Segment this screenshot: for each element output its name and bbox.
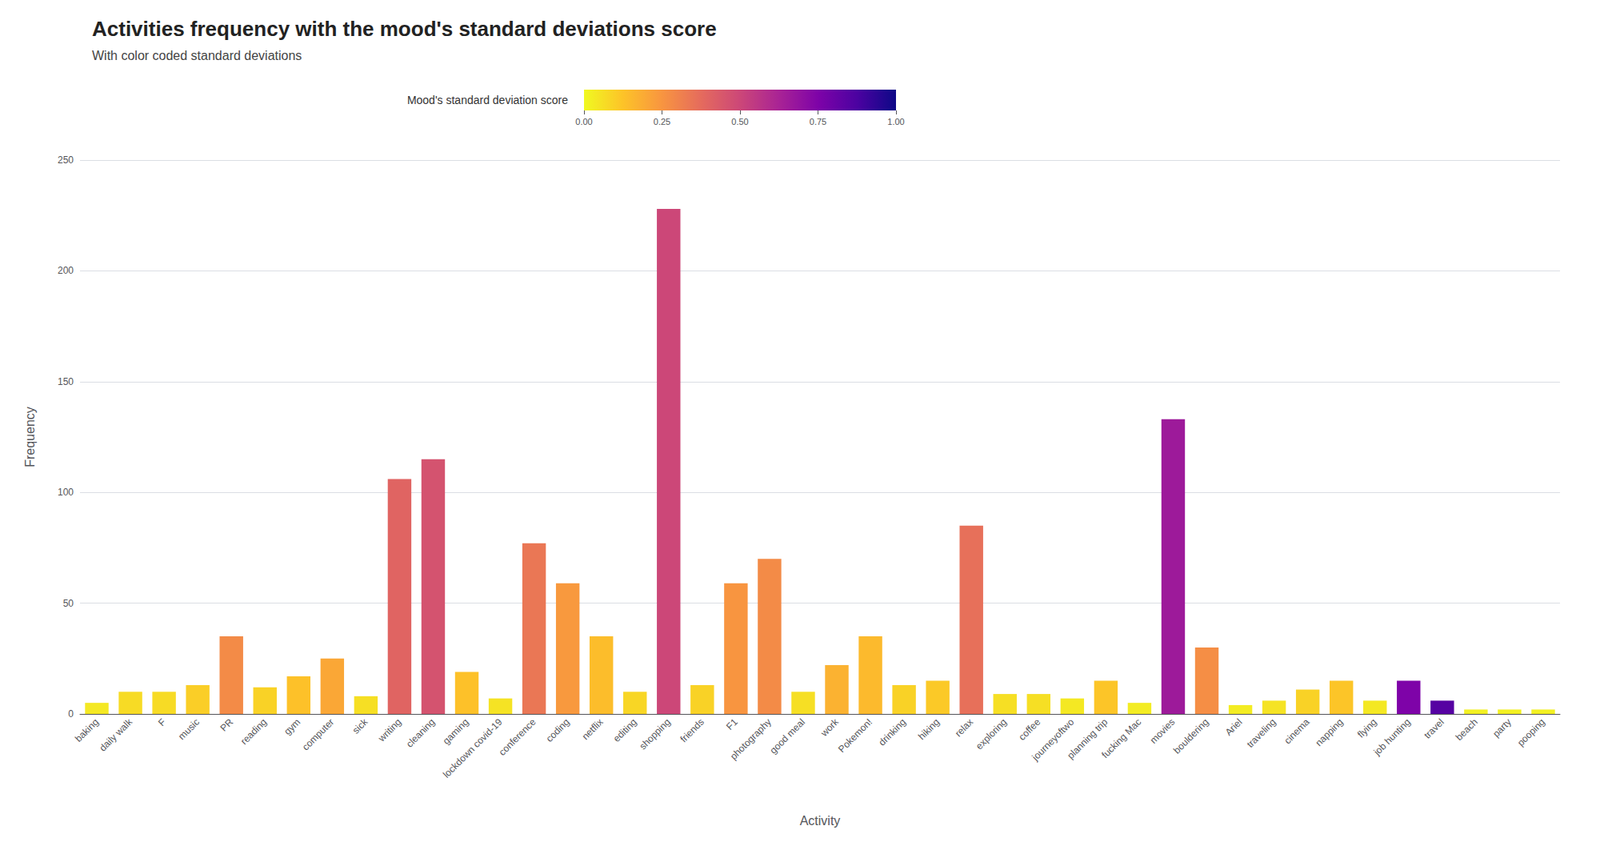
- svg-text:planning trip: planning trip: [1065, 716, 1110, 761]
- svg-text:party: party: [1490, 716, 1514, 740]
- svg-text:friends: friends: [677, 716, 706, 744]
- svg-text:150: 150: [57, 376, 74, 388]
- svg-text:flying: flying: [1355, 716, 1380, 740]
- svg-text:Mood's standard deviation scor: Mood's standard deviation score: [407, 93, 568, 107]
- svg-text:Pokemon!: Pokemon!: [836, 716, 875, 755]
- svg-text:0.25: 0.25: [653, 116, 671, 127]
- svg-text:daily walk: daily walk: [96, 715, 135, 753]
- svg-text:pooping: pooping: [1515, 716, 1548, 748]
- svg-text:bouldering: bouldering: [1171, 716, 1211, 756]
- svg-text:0.75: 0.75: [809, 116, 827, 127]
- svg-text:reading: reading: [238, 716, 269, 747]
- svg-text:editing: editing: [611, 716, 640, 744]
- svg-text:netflix: netflix: [580, 716, 606, 742]
- svg-text:hiking: hiking: [916, 716, 942, 742]
- svg-text:With color coded standard devi: With color coded standard deviations: [92, 48, 302, 63]
- svg-text:journeyoftwo: journeyoftwo: [1029, 716, 1077, 763]
- svg-text:PR: PR: [217, 716, 236, 734]
- svg-text:100: 100: [57, 486, 74, 498]
- svg-text:sick: sick: [350, 715, 371, 736]
- svg-text:0.00: 0.00: [575, 116, 592, 127]
- svg-text:writing: writing: [375, 716, 404, 744]
- svg-text:good meal: good meal: [767, 716, 807, 756]
- svg-text:music: music: [176, 716, 202, 742]
- svg-text:relax: relax: [952, 716, 976, 739]
- svg-text:gaming: gaming: [440, 716, 472, 747]
- svg-text:Activities frequency with the: Activities frequency with the mood's sta…: [92, 16, 717, 41]
- svg-text:exploring: exploring: [973, 716, 1009, 752]
- svg-text:traveling: traveling: [1244, 716, 1279, 750]
- svg-text:0.50: 0.50: [731, 116, 748, 127]
- svg-text:drinking: drinking: [876, 716, 908, 748]
- svg-text:coding: coding: [544, 716, 572, 744]
- svg-text:200: 200: [57, 264, 74, 276]
- svg-text:50: 50: [63, 597, 75, 609]
- svg-text:Ariel: Ariel: [1223, 716, 1245, 738]
- svg-text:work: work: [817, 715, 841, 739]
- svg-text:shopping: shopping: [636, 716, 672, 752]
- svg-text:lockdown covid-19: lockdown covid-19: [440, 716, 505, 780]
- svg-text:movies: movies: [1148, 716, 1178, 746]
- svg-text:baking: baking: [72, 716, 101, 744]
- svg-text:coffee: coffee: [1016, 716, 1043, 743]
- svg-text:job hunting: job hunting: [1371, 716, 1413, 758]
- svg-text:photography: photography: [728, 716, 774, 762]
- svg-text:cinema: cinema: [1281, 716, 1312, 746]
- svg-text:fucking Mac: fucking Mac: [1099, 716, 1144, 760]
- svg-text:beach: beach: [1453, 716, 1480, 743]
- svg-text:1.00: 1.00: [887, 116, 904, 127]
- svg-text:napping: napping: [1313, 716, 1346, 748]
- svg-text:Activity: Activity: [800, 813, 841, 828]
- svg-text:0: 0: [68, 708, 74, 720]
- svg-text:F1: F1: [724, 716, 740, 732]
- svg-text:travel: travel: [1421, 716, 1447, 741]
- svg-text:F: F: [156, 716, 168, 728]
- svg-text:250: 250: [57, 154, 74, 166]
- svg-text:gym: gym: [281, 716, 303, 737]
- svg-text:conference: conference: [496, 716, 539, 758]
- svg-text:Frequency: Frequency: [23, 406, 37, 468]
- svg-text:computer: computer: [300, 716, 336, 752]
- svg-text:cleaning: cleaning: [404, 716, 437, 749]
